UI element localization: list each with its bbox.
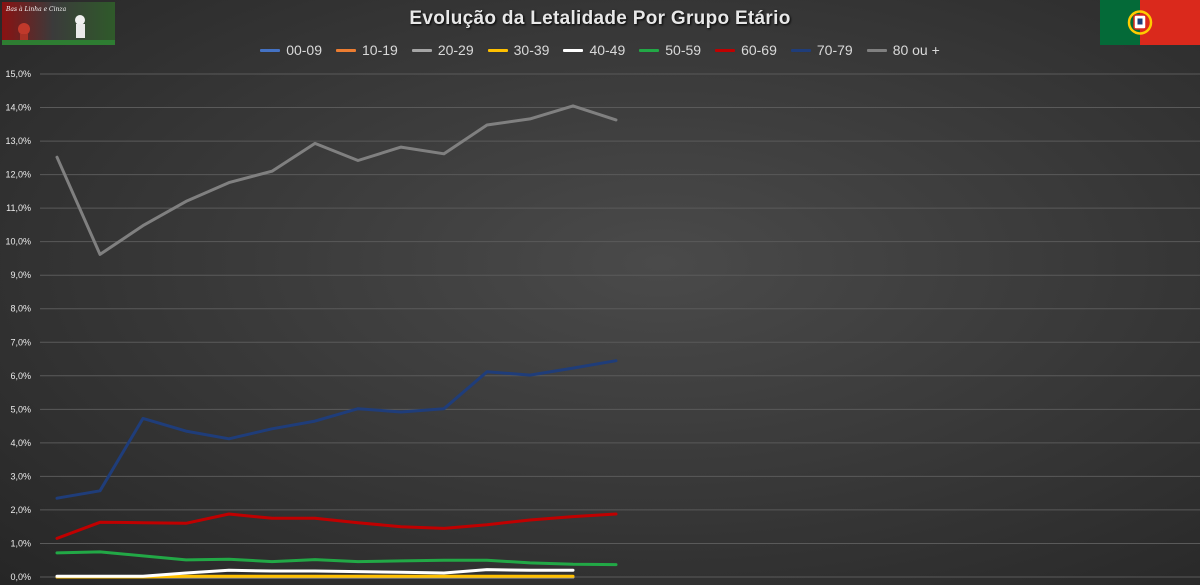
logo-graphic	[2, 15, 115, 45]
legend-label: 20-29	[437, 42, 474, 58]
brand-logo: Bas à Linha e Cinza	[2, 2, 115, 45]
legend-swatch	[487, 48, 508, 52]
legend-item: 70-79	[790, 42, 853, 58]
series-line	[55, 359, 618, 500]
legend-item: 30-39	[487, 42, 550, 58]
legend-item: 20-29	[411, 42, 474, 58]
y-tick-label: 8,0%	[10, 304, 31, 314]
legend-swatch	[639, 48, 660, 52]
legend-label: 00-09	[286, 42, 322, 58]
legend-item: 50-59	[639, 42, 701, 58]
legend-item: 60-69	[715, 42, 777, 58]
series-line	[55, 550, 618, 567]
legend-label: 60-69	[741, 42, 777, 58]
y-tick-label: 4,0%	[10, 438, 31, 448]
y-tick-label: 12,0%	[5, 170, 31, 180]
legend-swatch	[866, 48, 887, 52]
legend-swatch	[790, 48, 811, 52]
y-tick-label: 1,0%	[10, 538, 31, 548]
legend-label: 70-79	[816, 42, 853, 58]
legend-swatch	[336, 48, 356, 52]
y-tick-label: 0,0%	[10, 572, 31, 582]
legend-swatch	[563, 48, 584, 52]
y-tick-label: 3,0%	[10, 471, 31, 481]
y-tick-label: 5,0%	[10, 404, 31, 414]
legend-swatch	[411, 48, 432, 52]
series-line	[55, 568, 575, 578]
legend-swatch	[260, 48, 281, 52]
series-line	[55, 512, 618, 540]
y-tick-label: 13,0%	[5, 136, 31, 146]
y-tick-label: 10,0%	[5, 237, 31, 247]
y-tick-label: 6,0%	[10, 371, 31, 381]
portugal-flag	[1100, 0, 1200, 45]
logo-caption: Bas à Linha e Cinza	[6, 6, 67, 13]
legend-label: 50-59	[665, 42, 702, 58]
legend-label: 30-39	[513, 42, 550, 58]
legend-swatch	[715, 48, 736, 52]
chart-title: Evolução da Letalidade Por Grupo Etário	[409, 8, 791, 29]
y-tick-label: 2,0%	[10, 505, 31, 515]
chart-legend: 00-09 10-19 20-29 30-39 40-49 50-59 60-69 70-79…	[0, 42, 1200, 58]
legend-item: 80 ou +	[866, 42, 940, 58]
legend-label: 80 ou +	[892, 42, 940, 58]
legend-item: 00-09	[260, 42, 322, 58]
legend-item: 10-19	[336, 42, 398, 58]
y-tick-label: 11,0%	[6, 203, 31, 213]
y-tick-label: 14,0%	[5, 103, 31, 113]
legend-label: 10-19	[362, 42, 398, 58]
y-tick-label: 9,0%	[10, 270, 31, 280]
series-line	[55, 104, 618, 256]
y-tick-label: 7,0%	[10, 337, 31, 347]
legend-item: 40-49	[563, 42, 625, 58]
y-tick-label: 15,0%	[5, 69, 31, 79]
legend-label: 40-49	[589, 42, 626, 58]
